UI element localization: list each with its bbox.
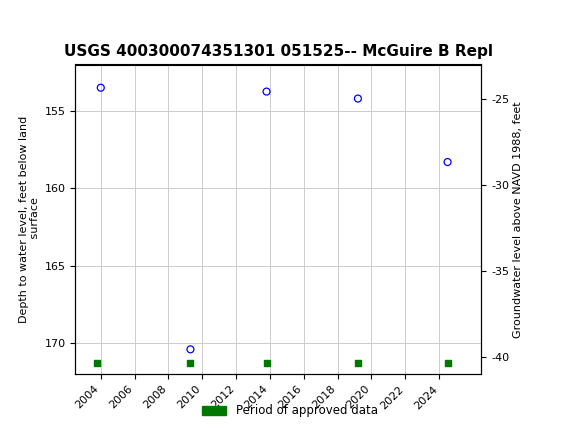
Point bbox=[186, 360, 195, 367]
Title: USGS 400300074351301 051525-- McGuire B Repl: USGS 400300074351301 051525-- McGuire B … bbox=[64, 44, 493, 59]
Point bbox=[96, 84, 106, 91]
Bar bbox=[5, 5, 68, 36]
Y-axis label: Groundwater level above NAVD 1988, feet: Groundwater level above NAVD 1988, feet bbox=[513, 101, 523, 338]
Point bbox=[262, 88, 271, 95]
Y-axis label: Depth to water level, feet below land
 surface: Depth to water level, feet below land su… bbox=[19, 116, 41, 323]
Point bbox=[186, 346, 195, 353]
Point bbox=[443, 159, 452, 166]
Point bbox=[262, 360, 271, 367]
Point bbox=[353, 95, 362, 102]
Point bbox=[353, 360, 362, 367]
Text: ≈: ≈ bbox=[12, 13, 24, 28]
Text: USGS: USGS bbox=[13, 13, 60, 28]
Point bbox=[443, 360, 452, 367]
Point bbox=[93, 360, 102, 367]
Legend: Period of approved data: Period of approved data bbox=[198, 399, 382, 422]
